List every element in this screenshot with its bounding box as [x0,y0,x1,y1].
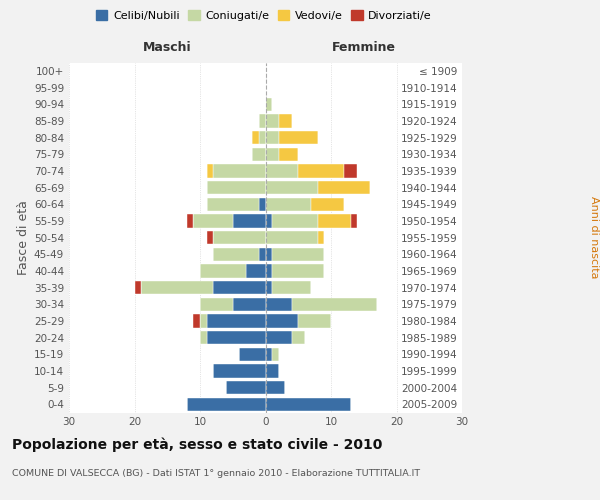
Bar [265,364,278,378]
Bar [265,298,292,311]
Bar [265,264,272,278]
Bar [213,248,259,261]
Bar [344,164,357,177]
Bar [193,314,200,328]
Bar [265,281,272,294]
Bar [265,398,350,411]
Bar [265,98,272,111]
Legend: Celibi/Nubili, Coniugati/e, Vedovi/e, Divorziati/e: Celibi/Nubili, Coniugati/e, Vedovi/e, Di… [92,6,436,25]
Bar [265,331,292,344]
Bar [213,281,265,294]
Bar [259,248,265,261]
Bar [265,131,278,144]
Bar [259,131,265,144]
Bar [226,381,265,394]
Bar [253,148,265,161]
Bar [311,198,344,211]
Bar [265,231,318,244]
Bar [265,148,278,161]
Bar [278,114,292,128]
Bar [213,364,265,378]
Bar [206,198,259,211]
Bar [298,164,344,177]
Text: Maschi: Maschi [143,41,191,54]
Bar [265,198,311,211]
Bar [318,214,350,228]
Bar [193,214,233,228]
Bar [350,214,357,228]
Text: Femmine: Femmine [332,41,396,54]
Bar [200,264,246,278]
Bar [200,298,233,311]
Bar [298,314,331,328]
Text: Anni di nascita: Anni di nascita [589,196,599,279]
Bar [259,114,265,128]
Bar [272,264,325,278]
Bar [278,148,298,161]
Bar [206,181,265,194]
Bar [246,264,265,278]
Bar [187,214,193,228]
Bar [239,348,265,361]
Bar [206,314,265,328]
Bar [233,214,265,228]
Bar [206,231,213,244]
Bar [265,114,278,128]
Bar [278,131,318,144]
Bar [272,248,325,261]
Bar [318,181,370,194]
Bar [213,164,265,177]
Bar [292,331,305,344]
Bar [187,398,265,411]
Text: Popolazione per età, sesso e stato civile - 2010: Popolazione per età, sesso e stato civil… [12,438,382,452]
Bar [265,181,318,194]
Bar [206,331,265,344]
Bar [272,348,278,361]
Bar [233,298,265,311]
Bar [272,214,318,228]
Bar [265,214,272,228]
Bar [265,248,272,261]
Bar [253,131,259,144]
Bar [318,231,325,244]
Y-axis label: Fasce di età: Fasce di età [17,200,30,275]
Bar [141,281,213,294]
Text: COMUNE DI VALSECCA (BG) - Dati ISTAT 1° gennaio 2010 - Elaborazione TUTTITALIA.I: COMUNE DI VALSECCA (BG) - Dati ISTAT 1° … [12,469,420,478]
Bar [272,281,311,294]
Bar [292,298,377,311]
Bar [134,281,141,294]
Bar [265,381,285,394]
Bar [206,164,213,177]
Bar [259,198,265,211]
Bar [200,314,206,328]
Bar [265,164,298,177]
Bar [265,314,298,328]
Bar [213,231,265,244]
Bar [200,331,206,344]
Bar [265,348,272,361]
